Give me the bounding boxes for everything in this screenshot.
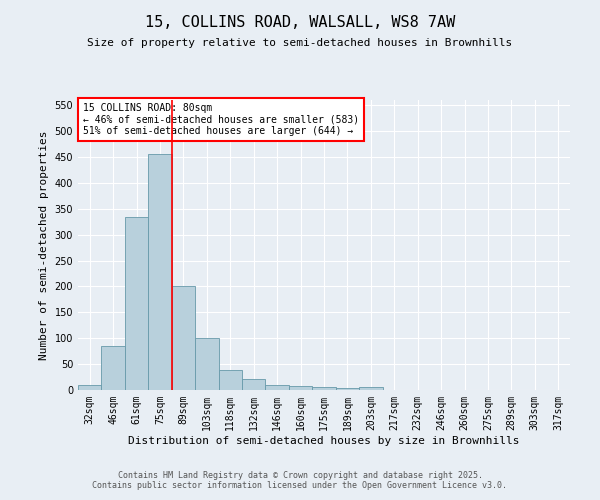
Bar xyxy=(265,385,289,390)
Bar xyxy=(148,154,172,390)
Bar xyxy=(101,346,125,390)
Bar xyxy=(195,338,218,390)
Bar xyxy=(172,286,195,390)
Text: 15 COLLINS ROAD: 80sqm
← 46% of semi-detached houses are smaller (583)
51% of se: 15 COLLINS ROAD: 80sqm ← 46% of semi-det… xyxy=(83,103,359,136)
Bar xyxy=(125,216,148,390)
Text: 15, COLLINS ROAD, WALSALL, WS8 7AW: 15, COLLINS ROAD, WALSALL, WS8 7AW xyxy=(145,15,455,30)
Bar xyxy=(336,388,359,390)
Bar xyxy=(312,388,336,390)
Text: Contains HM Land Registry data © Crown copyright and database right 2025.
Contai: Contains HM Land Registry data © Crown c… xyxy=(92,470,508,490)
Bar xyxy=(242,378,265,390)
Text: Size of property relative to semi-detached houses in Brownhills: Size of property relative to semi-detach… xyxy=(88,38,512,48)
Bar xyxy=(218,370,242,390)
X-axis label: Distribution of semi-detached houses by size in Brownhills: Distribution of semi-detached houses by … xyxy=(128,436,520,446)
Bar xyxy=(78,385,101,390)
Y-axis label: Number of semi-detached properties: Number of semi-detached properties xyxy=(39,130,49,360)
Bar xyxy=(289,386,312,390)
Bar xyxy=(359,388,383,390)
